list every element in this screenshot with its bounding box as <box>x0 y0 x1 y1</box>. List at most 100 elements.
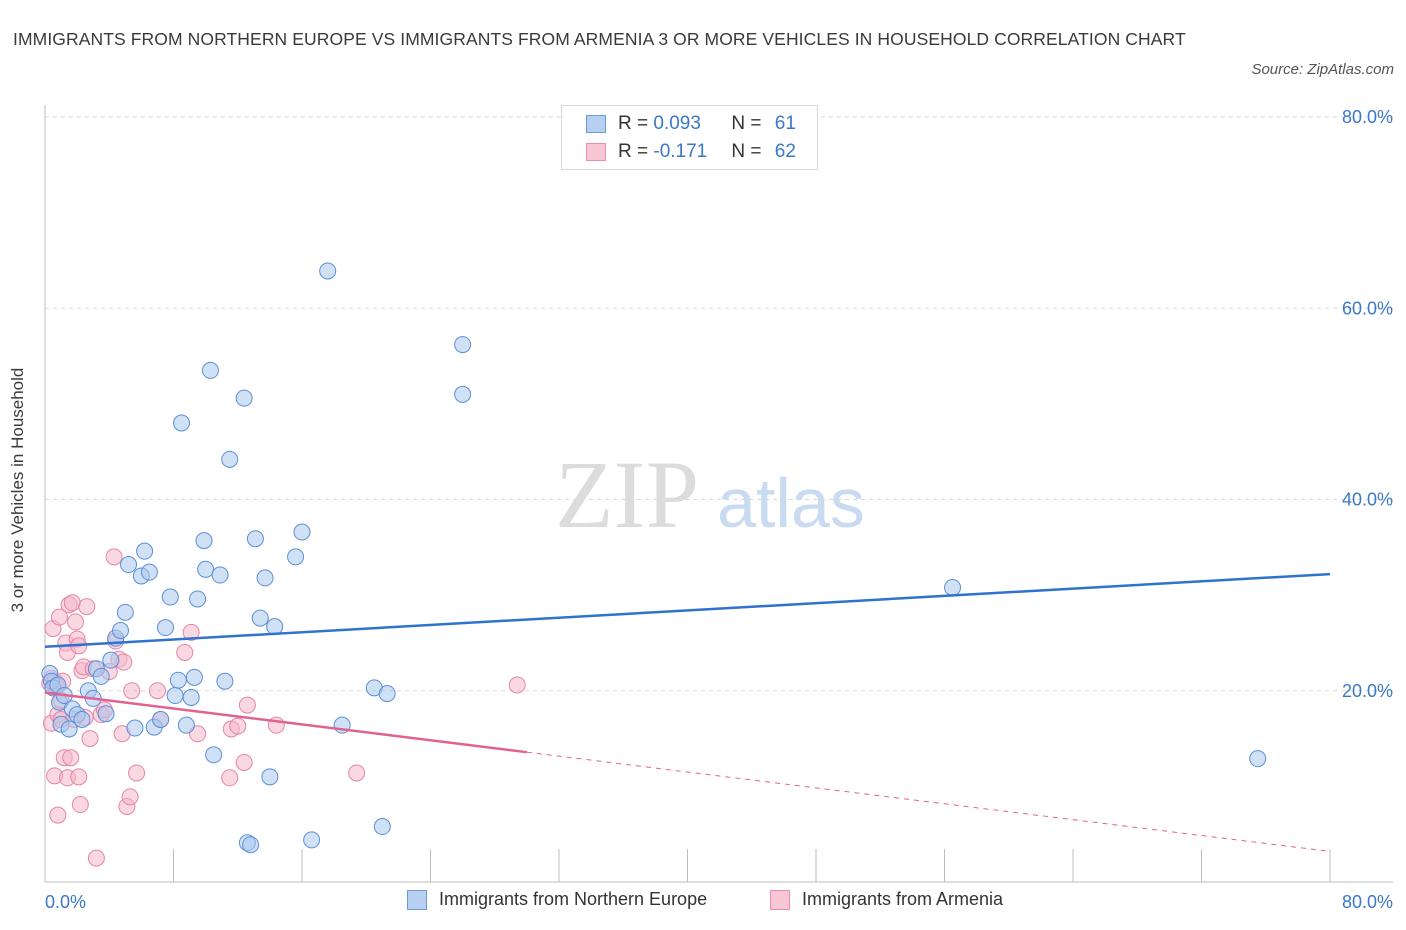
northern-europe-point <box>242 836 260 854</box>
axes <box>44 105 1393 883</box>
source-label: Source: ZipAtlas.com <box>1251 61 1394 78</box>
northern-europe-point <box>454 385 472 403</box>
armenia-point <box>348 764 366 782</box>
legend-n-value: 62 <box>774 141 796 162</box>
armenia-point <box>508 676 526 694</box>
northern-europe-point <box>373 818 391 836</box>
northern-europe-point <box>235 389 253 407</box>
northern-europe-point <box>1249 750 1267 768</box>
armenia-point <box>50 608 68 626</box>
northern-europe-point <box>182 688 200 706</box>
armenia-point <box>70 768 88 786</box>
y-tick-label: 20.0% <box>1342 681 1393 701</box>
legend-swatch-pink <box>586 143 606 161</box>
correlation-legend: R = 0.093 N = 61 R = -0.171 N = 62 <box>561 105 818 170</box>
armenia-point <box>238 696 256 714</box>
armenia-point <box>71 796 89 814</box>
x-tick-label-max: 80.0% <box>1342 892 1393 912</box>
northern-europe-point <box>102 651 120 669</box>
northern-europe-point <box>303 831 321 849</box>
tick-labels: 20.0% 40.0% 60.0% 80.0% 0.0% 80.0% <box>45 107 1393 912</box>
northern-europe-point <box>195 532 213 550</box>
legend-label: Immigrants from Armenia <box>802 889 1004 909</box>
armenia-point <box>49 806 67 824</box>
legend-n-value: 61 <box>774 113 796 134</box>
legend-row-northern-europe: R = 0.093 N = 61 <box>586 111 796 137</box>
northern-europe-point <box>116 603 134 621</box>
northern-europe-point <box>185 668 203 686</box>
northern-europe-point <box>111 622 129 640</box>
armenia-point <box>87 849 105 867</box>
armenia-point <box>63 594 81 612</box>
northern-europe-point <box>287 548 305 566</box>
trend-line-armenia-extension <box>526 751 1331 852</box>
legend-swatch-blue <box>586 115 606 133</box>
legend-r-value: -0.171 <box>653 141 708 162</box>
armenia-point <box>123 682 141 700</box>
northern-europe-point <box>216 672 234 690</box>
watermark-atlas: atlas <box>717 464 865 542</box>
northern-europe-point <box>261 768 279 786</box>
armenia-point <box>78 598 96 616</box>
northern-europe-point <box>201 361 219 379</box>
northern-europe-point <box>156 619 174 637</box>
y-axis-label: 3 or more Vehicles in Household <box>8 367 27 613</box>
legend-r-label: R = <box>618 113 654 134</box>
northern-europe-point <box>173 414 191 432</box>
northern-europe-point <box>97 705 115 723</box>
armenia-point <box>81 730 99 748</box>
armenia-point <box>67 613 85 631</box>
northern-europe-point <box>211 566 229 584</box>
northern-europe-point <box>378 685 396 703</box>
armenia-point <box>105 548 123 566</box>
northern-europe-point <box>189 590 207 608</box>
armenia-point <box>128 764 146 782</box>
northern-europe-point <box>197 560 215 578</box>
northern-europe-point <box>319 262 337 280</box>
armenia-point <box>176 644 194 661</box>
northern-europe-point <box>293 523 311 541</box>
northern-europe-point <box>60 720 78 738</box>
northern-europe-point <box>205 746 223 764</box>
legend-row-armenia: R = -0.171 N = 62 <box>586 139 796 165</box>
northern-europe-point <box>140 563 158 581</box>
northern-europe-point <box>92 667 110 685</box>
armenia-point <box>221 769 239 787</box>
legend-label: Immigrants from Northern Europe <box>439 889 708 909</box>
northern-europe-point <box>120 556 138 574</box>
y-tick-label: 60.0% <box>1342 298 1393 318</box>
watermark-zip: ZIP <box>555 441 699 548</box>
series-armenia-points <box>41 548 526 867</box>
trend-line-northern-europe <box>44 572 1331 649</box>
armenia-point <box>148 682 166 700</box>
series-northern-europe-points <box>41 262 1267 854</box>
northern-europe-point <box>177 716 195 734</box>
armenia-point <box>182 623 200 641</box>
northern-europe-point <box>221 450 239 468</box>
legend-item-northern-europe: Immigrants from Northern Europe <box>407 889 707 910</box>
armenia-point <box>121 788 139 806</box>
armenia-point <box>189 725 207 743</box>
northern-europe-point <box>944 578 962 596</box>
northern-europe-point <box>126 719 144 737</box>
northern-europe-point <box>246 530 264 548</box>
legend-r-label: R = <box>618 141 654 162</box>
northern-europe-point <box>152 710 170 728</box>
y-tick-label: 40.0% <box>1342 490 1393 510</box>
series-legend: Immigrants from Northern Europe Immigran… <box>0 889 1406 917</box>
northern-europe-point <box>251 609 269 627</box>
legend-item-armenia: Immigrants from Armenia <box>770 889 1003 910</box>
northern-europe-point <box>73 710 91 728</box>
legend-n-label: N = <box>731 141 767 162</box>
trend-line-armenia <box>44 691 528 754</box>
trend-lines <box>44 572 1331 852</box>
northern-europe-point <box>161 588 179 606</box>
y-tick-label: 80.0% <box>1342 107 1393 127</box>
armenia-point <box>235 753 253 771</box>
northern-europe-point <box>169 671 187 689</box>
chart-title: IMMIGRANTS FROM NORTHERN EUROPE VS IMMIG… <box>13 29 1186 49</box>
legend-n-label: N = <box>731 113 767 134</box>
legend-swatch-pink <box>770 889 790 910</box>
x-tick-label-min: 0.0% <box>45 892 86 912</box>
